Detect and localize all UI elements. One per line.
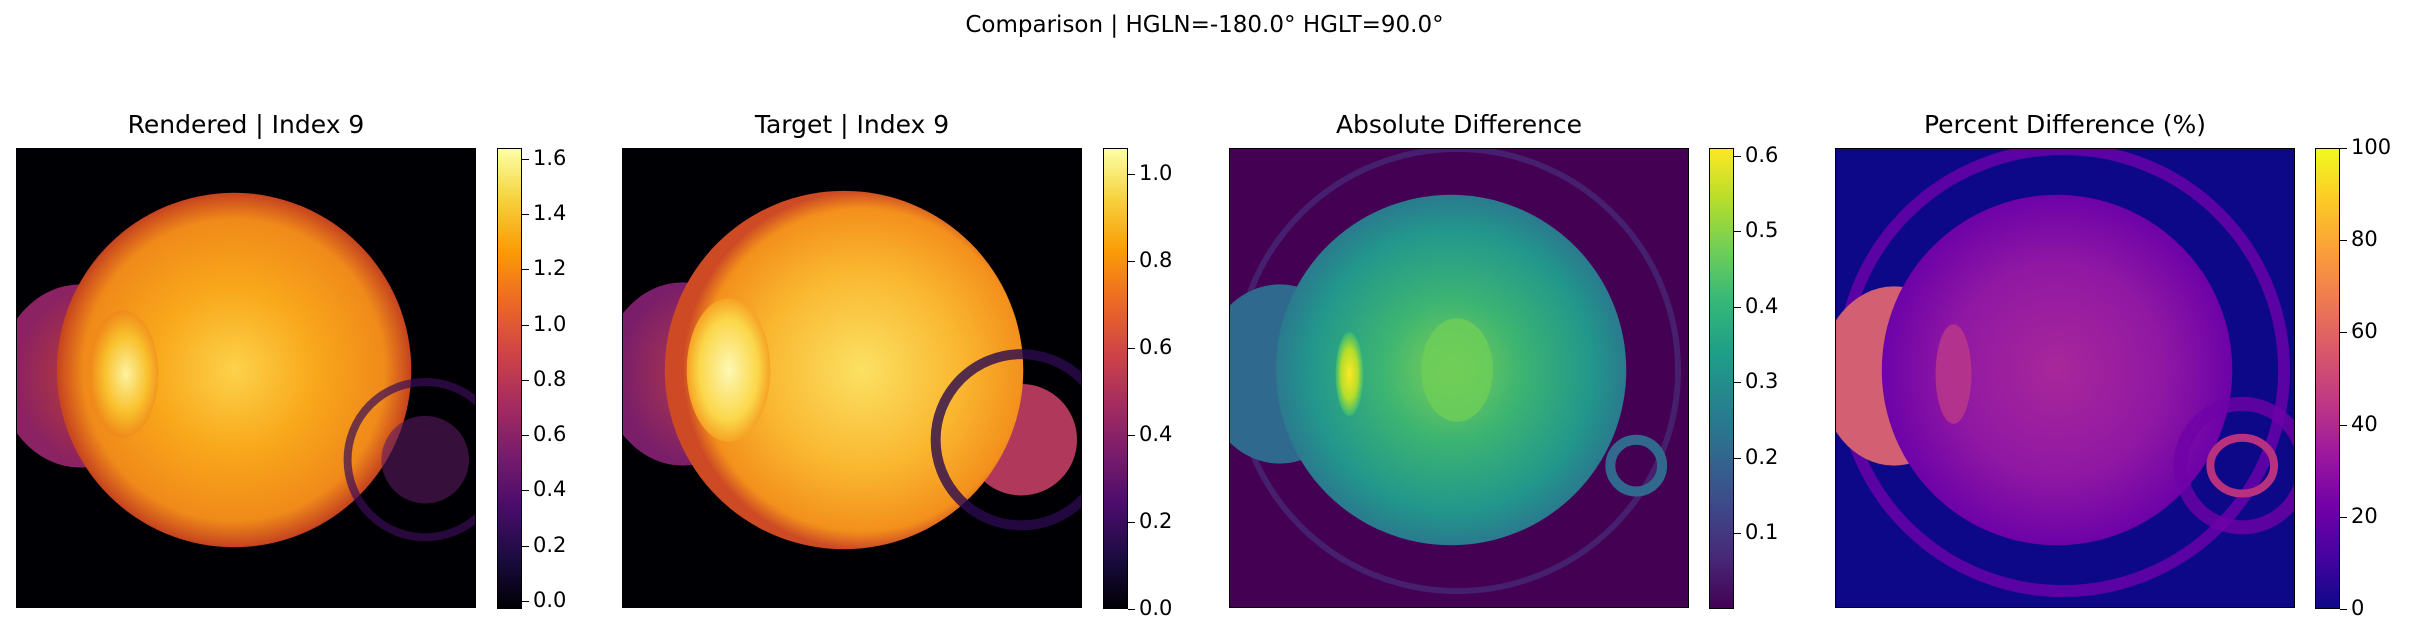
colorbar-rendered: [497, 148, 522, 609]
colorbar-tick-mark: [1128, 435, 1135, 436]
colorbar-tick-mark: [1734, 231, 1741, 232]
colorbar-tick-label: 1.0: [1139, 161, 1173, 185]
colorbar-tick-label: 0.0: [1139, 596, 1173, 620]
colorbar-tick-mark: [1128, 348, 1135, 349]
colorbar-tick-label: 0.5: [1745, 218, 1779, 242]
colorbar-tick-mark: [1734, 156, 1741, 157]
colorbar-tick-mark: [522, 214, 529, 215]
colorbar-tick-label: 0.4: [533, 477, 567, 501]
colorbar-tick-label: 0.2: [1745, 445, 1779, 469]
colorbar-tick-label: 0.3: [1745, 369, 1779, 393]
colorbar-tick-mark: [522, 325, 529, 326]
colorbar-tick-label: 60: [2351, 319, 2378, 343]
colorbar-tick-mark: [1734, 307, 1741, 308]
colorbar-tick-mark: [1734, 533, 1741, 534]
colorbar-tick-label: 1.6: [533, 146, 567, 170]
figure-title: Comparison | HGLN=-180.0° HGLT=90.0°: [965, 12, 1444, 38]
colorbar-absolute-difference: [1709, 148, 1734, 609]
colorbar-tick-mark: [1734, 458, 1741, 459]
colorbar-tick-label: 0.6: [533, 422, 567, 446]
colorbar-tick-mark: [522, 435, 529, 436]
colorbar-tick-mark: [522, 546, 529, 547]
colorbar-tick-mark: [2340, 425, 2347, 426]
colorbar-tick-label: 1.2: [533, 256, 567, 280]
colorbar-tick-mark: [522, 490, 529, 491]
panel-title-percent-difference: Percent Difference (%): [1923, 110, 2207, 139]
colorbar-tick-mark: [2340, 517, 2347, 518]
colorbar-tick-label: 0.2: [1139, 509, 1173, 533]
colorbar-tick-label: 0.0: [533, 588, 567, 612]
panel-title-absolute-difference: Absolute Difference: [1335, 110, 1583, 139]
absolute-difference-image: [1229, 148, 1689, 608]
target-image: [622, 148, 1082, 608]
colorbar-tick-mark: [1128, 174, 1135, 175]
colorbar-tick-mark: [1128, 522, 1135, 523]
colorbar-tick-label: 0.2: [533, 533, 567, 557]
colorbar-target: [1103, 148, 1128, 609]
colorbar-tick-mark: [1128, 609, 1135, 610]
colorbar-tick-label: 1.0: [533, 312, 567, 336]
colorbar-tick-label: 0.6: [1139, 335, 1173, 359]
colorbar-tick-label: 0.8: [1139, 248, 1173, 272]
colorbar-tick-mark: [522, 380, 529, 381]
colorbar-tick-mark: [2340, 609, 2347, 610]
colorbar-tick-mark: [522, 159, 529, 160]
colorbar-tick-label: 0.1: [1745, 520, 1779, 544]
colorbar-tick-label: 0.4: [1745, 294, 1779, 318]
colorbar-tick-mark: [522, 601, 529, 602]
colorbar-tick-mark: [522, 269, 529, 270]
colorbar-tick-mark: [2340, 240, 2347, 241]
colorbar-tick-mark: [2340, 332, 2347, 333]
colorbar-tick-label: 40: [2351, 412, 2378, 436]
colorbar-tick-label: 0.6: [1745, 143, 1779, 167]
percent-difference-image: [1835, 148, 2295, 608]
colorbar-tick-label: 100: [2351, 135, 2392, 159]
rendered-image: [16, 148, 476, 608]
colorbar-tick-label: 20: [2351, 504, 2378, 528]
colorbar-tick-label: 0: [2351, 596, 2365, 620]
colorbar-tick-label: 1.4: [533, 201, 567, 225]
panel-title-target: Target | Index 9: [754, 110, 950, 139]
colorbar-tick-mark: [2340, 148, 2347, 149]
colorbar-percent-difference: [2315, 148, 2340, 609]
colorbar-tick-mark: [1128, 261, 1135, 262]
colorbar-tick-label: 0.8: [533, 367, 567, 391]
colorbar-tick-label: 80: [2351, 227, 2378, 251]
panel-title-rendered: Rendered | Index 9: [127, 110, 365, 139]
colorbar-tick-label: 0.4: [1139, 422, 1173, 446]
colorbar-tick-mark: [1734, 382, 1741, 383]
